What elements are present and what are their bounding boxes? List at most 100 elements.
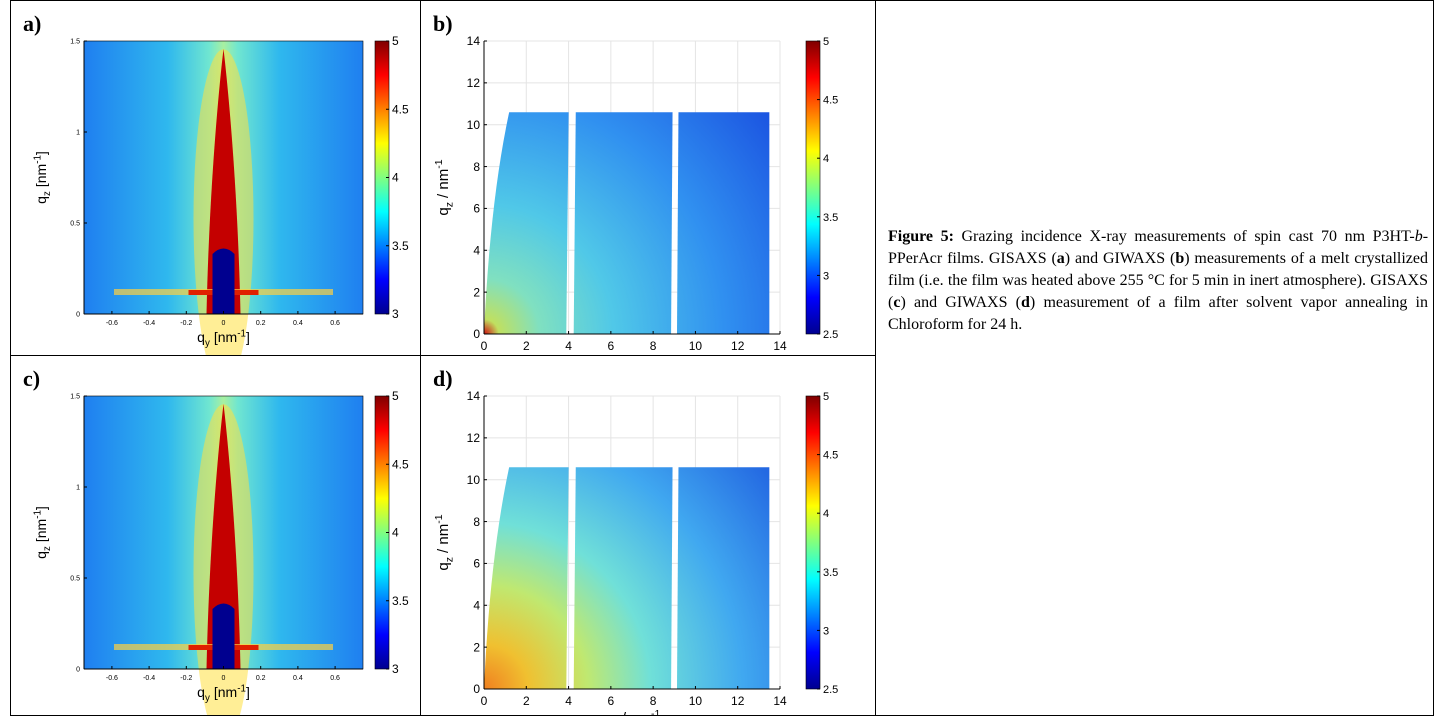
- caption-cell: [875, 0, 1434, 716]
- colorbar-tick-label: 4: [823, 508, 829, 520]
- y-tick-label: 8: [473, 160, 480, 174]
- caption: Figure 5: Grazing incidence X-ray measur…: [888, 226, 1428, 336]
- x-tick-label: 12: [731, 694, 745, 708]
- colorbar-tick-label: 4.5: [823, 95, 838, 107]
- y-tick-label: 4: [473, 243, 480, 257]
- y-tick-label: 0.5: [70, 575, 80, 582]
- label-sup: -1: [237, 683, 246, 694]
- panel-label: a): [23, 11, 41, 36]
- y-tick-label: 0: [473, 327, 480, 341]
- colorbar-tick-label: 2.5: [823, 329, 838, 341]
- x-tick-label: 0.2: [256, 675, 266, 682]
- detector-wedge: [574, 112, 673, 334]
- label-rest: [nm: [214, 684, 237, 700]
- y-tick-label: 10: [467, 473, 481, 487]
- colorbar-tick-label: 3.5: [823, 567, 838, 579]
- colorbar-tick-label: 4.5: [392, 102, 409, 116]
- x-tick-label: 0: [481, 339, 488, 353]
- x-tick-label: 2: [523, 694, 530, 708]
- caption-run: Figure 5:: [888, 228, 954, 245]
- label-base: q: [435, 562, 452, 570]
- caption-run: b: [1175, 250, 1184, 267]
- x-tick-label: 0.2: [256, 320, 266, 327]
- y-tick-label: 14: [467, 389, 481, 403]
- x-tick-label: 0.4: [293, 320, 303, 327]
- label-rest: [nm: [33, 164, 49, 187]
- panel-cell: b)0246810121402468101214qp/ nm-1qz/ nm-1…: [420, 0, 876, 356]
- colorbar-tick-label: 3: [823, 270, 829, 282]
- label-rest: / nm: [622, 710, 651, 715]
- x-tick-label: 6: [608, 339, 615, 353]
- caption-run: b: [1415, 228, 1423, 245]
- y-tick-label: 0: [76, 666, 80, 673]
- axis-label: qz[nm-1]: [32, 506, 53, 559]
- label-sub: z: [444, 557, 456, 562]
- label-sub: y: [205, 693, 210, 704]
- axis-label: qz/ nm-1: [433, 159, 456, 215]
- panel: d)0246810121402468101214qp/ nm-1qz/ nm-1…: [421, 356, 875, 715]
- colorbar-tick-label: 5: [392, 34, 399, 48]
- beamstop: [213, 603, 235, 669]
- label-sup: -1: [32, 155, 43, 164]
- x-tick-label: 12: [731, 339, 745, 353]
- label-base: q: [197, 329, 205, 345]
- colorbar-tick-label: 5: [392, 389, 399, 403]
- label-end: ]: [246, 684, 250, 700]
- label-sub: y: [205, 338, 210, 349]
- colorbar-tick-label: 3.5: [392, 239, 409, 253]
- colorbar-tick-label: 3.5: [392, 594, 409, 608]
- panel-label: b): [433, 11, 453, 36]
- x-tick-label: 0.4: [293, 675, 303, 682]
- colorbar-tick-label: 5: [823, 36, 829, 48]
- colorbar: [806, 41, 820, 334]
- y-tick-label: 0: [473, 682, 480, 696]
- y-tick-label: 12: [467, 431, 481, 445]
- colorbar-tick-label: 4: [392, 171, 399, 185]
- label-base: q: [33, 551, 49, 559]
- x-tick-label: 8: [650, 339, 657, 353]
- x-tick-label: -0.2: [180, 320, 192, 327]
- label-base: q: [604, 710, 613, 715]
- x-tick-label: 10: [689, 694, 703, 708]
- x-tick-label: 14: [773, 339, 787, 353]
- x-tick-label: 4: [565, 339, 572, 353]
- x-tick-label: -0.2: [180, 675, 192, 682]
- axis-label: qz/ nm-1: [433, 514, 456, 570]
- x-tick-label: 8: [650, 694, 657, 708]
- colorbar-tick-label: 5: [823, 391, 829, 403]
- detector-wedge: [677, 112, 769, 334]
- x-tick-label: 0.6: [330, 675, 340, 682]
- caption-run: Grazing incidence X-ray measurements of …: [954, 228, 1415, 245]
- x-tick-label: -0.6: [106, 675, 118, 682]
- label-sup: -1: [237, 328, 246, 339]
- colorbar-tick-label: 2.5: [823, 684, 838, 696]
- caption-run: ) and GIWAXS (: [1065, 250, 1176, 267]
- label-end: ]: [33, 151, 49, 155]
- label-sup: -1: [433, 159, 445, 168]
- y-tick-label: 2: [473, 285, 480, 299]
- y-tick-label: 1.5: [70, 393, 80, 400]
- detector-wedge: [677, 467, 769, 689]
- x-tick-label: -0.4: [143, 675, 155, 682]
- x-tick-label: 4: [565, 694, 572, 708]
- x-tick-label: 6: [608, 694, 615, 708]
- colorbar-tick-label: 4: [392, 526, 399, 540]
- label-sub: z: [444, 202, 456, 207]
- y-tick-label: 8: [473, 515, 480, 529]
- y-tick-label: 6: [473, 557, 480, 571]
- y-tick-label: 14: [467, 34, 481, 48]
- axis-label: qz[nm-1]: [32, 151, 53, 204]
- y-tick-label: 10: [467, 118, 481, 132]
- label-end: ]: [246, 329, 250, 345]
- page: a)-0.6-0.4-0.200.20.40.600.511.5qy[nm-1]…: [0, 0, 1434, 716]
- colorbar-tick-label: 3.5: [823, 212, 838, 224]
- x-tick-label: 0.6: [330, 320, 340, 327]
- colorbar-tick-label: 3: [392, 307, 399, 321]
- colorbar-tick-label: 4.5: [823, 450, 838, 462]
- label-rest: [nm: [214, 329, 237, 345]
- label-rest: / nm: [435, 524, 452, 553]
- panel: b)0246810121402468101214qp/ nm-1qz/ nm-1…: [421, 1, 875, 355]
